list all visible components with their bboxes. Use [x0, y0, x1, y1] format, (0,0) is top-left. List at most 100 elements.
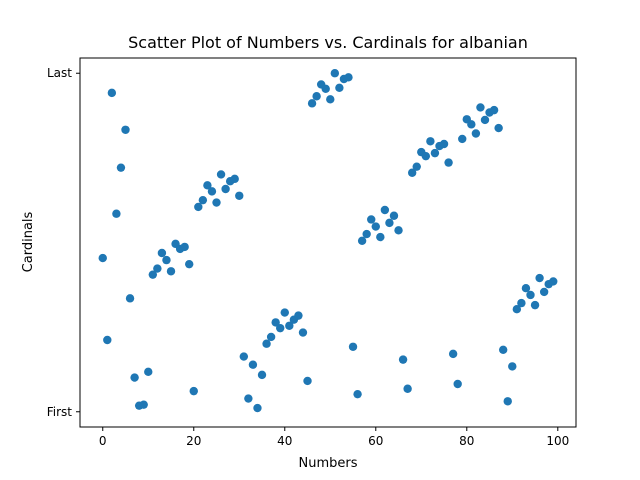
data-point [517, 298, 526, 308]
data-point [103, 335, 112, 345]
data-point [421, 151, 431, 161]
data-point [526, 290, 535, 300]
data-point [257, 370, 267, 380]
data-point [444, 158, 453, 167]
data-point [303, 376, 312, 386]
data-point [503, 397, 512, 406]
data-point [203, 181, 212, 190]
data-point [362, 229, 371, 239]
data-points [98, 69, 558, 413]
data-point [298, 328, 308, 337]
data-point [221, 184, 230, 194]
data-point [157, 248, 167, 258]
data-point [448, 349, 458, 359]
plot-frame [79, 57, 577, 428]
data-point [389, 211, 399, 220]
data-point [216, 170, 226, 179]
data-point [312, 92, 321, 101]
data-point [276, 323, 285, 333]
data-point [139, 400, 148, 409]
data-point [476, 103, 485, 112]
y-tick-label: Last [47, 66, 72, 80]
data-point [367, 215, 376, 224]
data-point [98, 253, 107, 263]
data-point [248, 360, 258, 369]
data-point [335, 83, 344, 92]
data-point [285, 321, 294, 330]
data-point [326, 95, 335, 104]
data-point [235, 191, 244, 200]
data-point [253, 403, 262, 413]
data-point [385, 218, 394, 228]
data-point [348, 342, 358, 351]
data-point [185, 259, 194, 269]
data-point [412, 162, 421, 171]
data-point [116, 163, 126, 172]
data-point [430, 148, 440, 158]
data-point [194, 202, 203, 212]
data-point [407, 168, 417, 177]
data-point [153, 264, 162, 273]
data-point [512, 304, 522, 314]
data-point [539, 287, 549, 297]
data-point [480, 115, 490, 125]
data-point [166, 267, 176, 276]
data-point [244, 394, 253, 403]
x-tick-label: 100 [546, 434, 569, 448]
data-point [453, 379, 462, 389]
data-point [130, 373, 139, 382]
data-point [357, 236, 367, 246]
y-axis-ticks: First Last [47, 66, 80, 419]
data-point [508, 362, 517, 371]
data-point [262, 339, 271, 348]
data-point [180, 242, 189, 252]
data-point [353, 389, 362, 399]
data-point [121, 125, 130, 134]
x-tick-label: 80 [459, 434, 474, 448]
data-point [376, 232, 385, 242]
data-point [380, 205, 390, 215]
data-point [107, 88, 117, 98]
x-tick-label: 0 [99, 434, 107, 448]
data-point [148, 270, 158, 279]
data-point [535, 273, 544, 283]
y-axis-label: Cardinals [21, 211, 36, 272]
data-point [280, 308, 289, 317]
x-tick-label: 20 [186, 434, 201, 448]
y-tick-label: First [47, 405, 73, 419]
data-point [271, 318, 280, 327]
data-point [330, 69, 340, 78]
x-tick-label: 60 [368, 434, 383, 448]
x-tick-label: 40 [277, 434, 292, 448]
data-point [458, 134, 467, 144]
data-point [162, 255, 171, 265]
data-point [198, 195, 208, 205]
data-point [294, 311, 303, 320]
data-point [498, 345, 508, 355]
data-point [321, 84, 330, 94]
data-point [266, 332, 276, 342]
data-point [426, 137, 435, 146]
data-point [344, 73, 353, 82]
data-point [530, 300, 540, 310]
data-point [189, 386, 198, 396]
data-point [307, 99, 317, 108]
data-point [144, 367, 153, 377]
x-axis-label: Numbers [299, 456, 358, 471]
chart-title: Scatter Plot of Numbers vs. Cardinals fo… [128, 33, 528, 52]
data-point [467, 120, 476, 129]
data-point [207, 187, 217, 196]
data-point [403, 384, 412, 393]
data-point [521, 284, 531, 293]
data-point [212, 198, 221, 207]
data-point [371, 222, 380, 231]
data-point [489, 105, 499, 115]
data-point [394, 226, 403, 235]
data-point [112, 209, 121, 218]
data-point [125, 294, 135, 303]
data-point [471, 129, 481, 138]
x-axis-ticks: 0 20 40 60 80 100 [99, 427, 569, 448]
data-point [398, 355, 408, 364]
data-point [439, 139, 449, 149]
